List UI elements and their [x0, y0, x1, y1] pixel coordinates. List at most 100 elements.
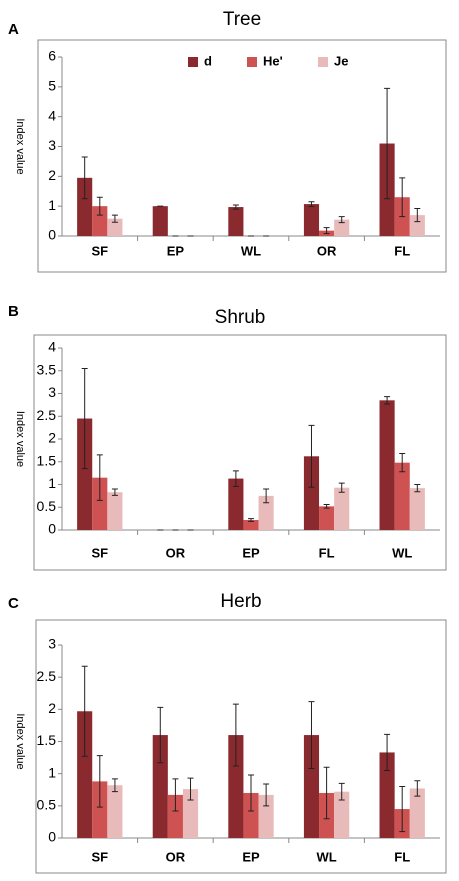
bar: [258, 794, 274, 838]
error-bar: [232, 204, 239, 210]
y-tick-label: 2.5: [37, 668, 57, 684]
bar: [303, 204, 320, 236]
bar: [228, 735, 244, 838]
y-tick-label: 0.5: [37, 797, 57, 813]
legend-label: He': [263, 53, 283, 68]
y-tick-label: 2: [48, 167, 56, 183]
x-tick-label: FL: [394, 849, 410, 864]
x-tick-label: FL: [394, 243, 410, 258]
bar: [107, 785, 123, 838]
bar: [77, 711, 93, 838]
bar: [409, 488, 425, 530]
y-tick-label: 3: [48, 636, 56, 652]
chart-title: Herb: [220, 591, 261, 612]
bar: [167, 794, 183, 838]
bar: [228, 478, 244, 530]
error-bar: [399, 453, 406, 473]
bar: [152, 206, 168, 236]
x-tick-label: OR: [317, 243, 337, 258]
error-bar: [323, 766, 330, 820]
x-tick-label: EP: [167, 243, 185, 258]
error-bar: [384, 733, 391, 771]
x-tick-label: SF: [91, 849, 108, 864]
legend-swatch: [188, 57, 198, 67]
error-bar: [263, 783, 270, 807]
y-tick-label: 3.5: [37, 361, 57, 377]
x-tick-label: FL: [319, 545, 335, 560]
y-tick-label: 1: [48, 197, 56, 213]
y-tick-label: 0.5: [37, 498, 57, 514]
bar: [379, 752, 395, 838]
x-tick-label: EP: [242, 849, 260, 864]
bar: [334, 219, 350, 236]
error-bar: [414, 484, 421, 493]
error-bar: [323, 504, 330, 509]
y-axis-label: Index value: [14, 713, 26, 769]
bar: [258, 495, 274, 530]
error-bar: [172, 778, 179, 812]
bar: [243, 792, 259, 838]
bar: [243, 519, 259, 530]
error-bar: [81, 367, 88, 470]
x-tick-label: SF: [91, 545, 108, 560]
legend-label: d: [204, 53, 212, 68]
panel-letter: B: [8, 303, 19, 320]
error-bar: [232, 703, 239, 767]
x-tick-label: WL: [316, 849, 336, 864]
bar: [394, 462, 410, 530]
bar: [303, 456, 320, 530]
y-tick-label: 1: [48, 475, 56, 491]
error-bar: [187, 777, 194, 801]
bar: [303, 735, 320, 838]
bar: [107, 218, 123, 236]
chart-title: Shrub: [215, 307, 266, 328]
x-tick-label: OR: [166, 545, 186, 560]
bar: [107, 492, 123, 530]
bar: [379, 400, 395, 530]
error-bar: [414, 780, 421, 797]
bar: [182, 789, 199, 838]
error-bar: [81, 665, 88, 757]
error-bar: [399, 177, 406, 218]
legend-swatch: [247, 57, 257, 67]
y-axis-label: Index value: [14, 411, 26, 467]
y-tick-label: 4: [48, 107, 56, 123]
error-bar: [308, 424, 315, 488]
error-bar: [96, 454, 103, 501]
y-tick-label: 1: [48, 764, 56, 780]
y-tick-label: 0: [48, 521, 56, 537]
error-bar: [384, 396, 391, 405]
error-bar: [384, 87, 391, 200]
error-bar: [232, 470, 239, 487]
bar: [334, 791, 350, 838]
bar: [77, 177, 93, 236]
bar: [319, 506, 335, 530]
y-tick-label: 1.5: [37, 732, 57, 748]
x-tick-label: WL: [241, 243, 261, 258]
error-bar: [111, 214, 118, 223]
chart-title: Tree: [223, 9, 261, 30]
bar: [92, 781, 108, 838]
panel-frame: [35, 619, 447, 874]
panel-frame: [37, 39, 447, 273]
y-tick-label: 4: [48, 339, 56, 355]
y-tick-label: 2: [48, 430, 56, 446]
error-bar: [263, 488, 270, 504]
error-bar: [157, 706, 164, 764]
error-bar: [323, 227, 330, 235]
y-tick-label: 2: [48, 700, 56, 716]
x-tick-label: OR: [166, 849, 186, 864]
error-bar: [338, 482, 345, 493]
error-bar: [96, 196, 103, 216]
error-bar: [399, 786, 406, 833]
error-bar: [308, 201, 315, 207]
legend-swatch: [318, 57, 328, 67]
error-bar: [81, 156, 88, 200]
bar: [152, 735, 168, 838]
error-bar: [308, 701, 315, 770]
y-tick-label: 2.5: [37, 407, 57, 423]
error-bar: [96, 755, 103, 808]
error-bar: [248, 518, 254, 522]
error-bar: [338, 782, 345, 801]
